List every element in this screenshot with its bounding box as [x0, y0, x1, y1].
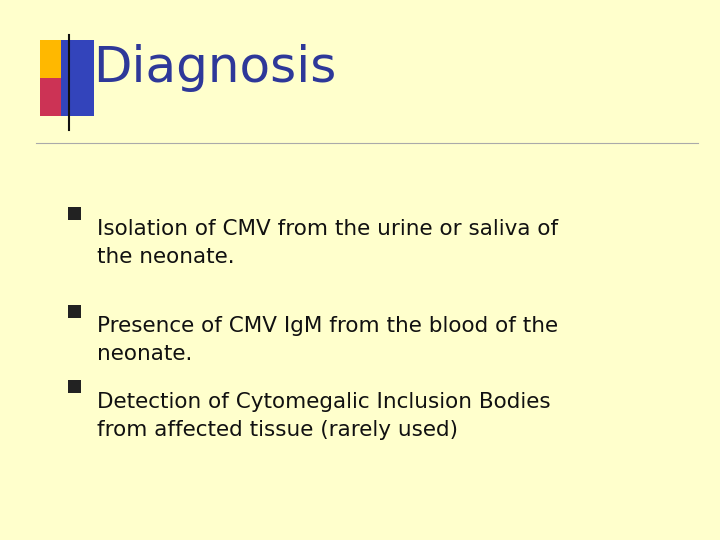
Bar	[40, 40, 72, 78]
Bar	[40, 78, 72, 116]
Bar	[68, 207, 81, 220]
Text: Isolation of CMV from the urine or saliva of
the neonate.: Isolation of CMV from the urine or saliv…	[97, 219, 558, 267]
Bar	[61, 78, 94, 116]
Bar	[68, 305, 81, 318]
Text: Diagnosis: Diagnosis	[94, 44, 337, 92]
Bar	[61, 40, 94, 78]
Bar	[68, 380, 81, 393]
Text: Presence of CMV IgM from the blood of the
neonate.: Presence of CMV IgM from the blood of th…	[97, 316, 558, 364]
Text: Detection of Cytomegalic Inclusion Bodies
from affected tissue (rarely used): Detection of Cytomegalic Inclusion Bodie…	[97, 392, 551, 440]
